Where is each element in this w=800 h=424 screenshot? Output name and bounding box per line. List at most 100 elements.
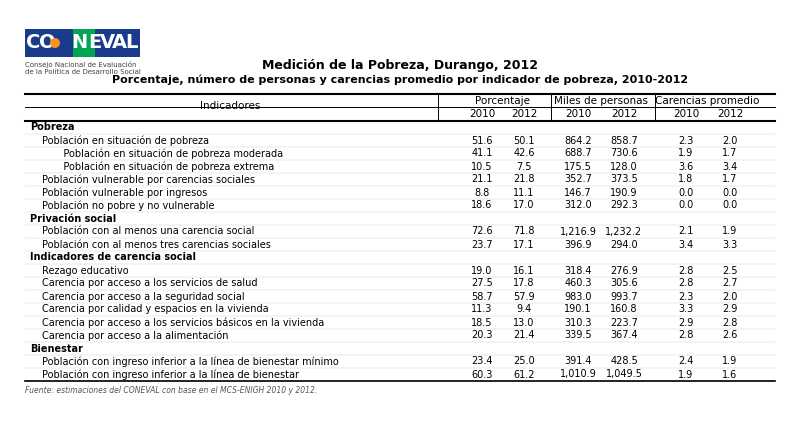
Text: Población en situación de pobreza extrema: Población en situación de pobreza extrem… [54,161,274,172]
Text: 11.1: 11.1 [514,187,534,198]
Text: 27.5: 27.5 [471,279,493,288]
Text: 1,216.9: 1,216.9 [559,226,597,237]
Text: 1,010.9: 1,010.9 [560,369,596,379]
Text: Consejo Nacional de Evaluación: Consejo Nacional de Evaluación [25,61,137,68]
Text: 0.0: 0.0 [678,201,694,210]
Text: C: C [26,33,40,53]
Text: 1.9: 1.9 [678,369,694,379]
Text: 858.7: 858.7 [610,136,638,145]
Text: 2.5: 2.5 [722,265,738,276]
Text: 2010: 2010 [673,109,699,119]
Text: 190.1: 190.1 [564,304,592,315]
Text: 688.7: 688.7 [564,148,592,159]
Text: 71.8: 71.8 [514,226,534,237]
Text: 128.0: 128.0 [610,162,638,171]
Text: 305.6: 305.6 [610,279,638,288]
Text: O: O [38,33,55,53]
Text: 3.6: 3.6 [678,162,694,171]
Text: 2.3: 2.3 [678,292,694,301]
Text: 21.4: 21.4 [514,330,534,340]
Text: Población vulnerable por carencias sociales: Población vulnerable por carencias socia… [42,174,255,185]
Text: 1.9: 1.9 [678,148,694,159]
Text: Población con ingreso inferior a la línea de bienestar: Población con ingreso inferior a la líne… [42,369,299,380]
Text: 42.6: 42.6 [514,148,534,159]
Text: Población en situación de pobreza moderada: Población en situación de pobreza modera… [54,148,283,159]
Text: Población con al menos tres carencias sociales: Población con al menos tres carencias so… [42,240,271,249]
Text: 2012: 2012 [611,109,637,119]
Text: 17.8: 17.8 [514,279,534,288]
Text: 983.0: 983.0 [564,292,592,301]
Text: 391.4: 391.4 [564,357,592,366]
Text: Bienestar: Bienestar [30,343,83,354]
Text: Indicadores de carencia social: Indicadores de carencia social [30,253,196,262]
Text: Porcentaje: Porcentaje [475,96,530,106]
Text: 175.5: 175.5 [564,162,592,171]
Text: V: V [99,33,114,53]
Text: Indicadores: Indicadores [200,101,260,111]
Text: 223.7: 223.7 [610,318,638,327]
Text: Carencia por acceso a los servicios de salud: Carencia por acceso a los servicios de s… [42,279,258,288]
Text: 1.7: 1.7 [722,148,738,159]
Text: 51.6: 51.6 [471,136,493,145]
Text: 0.0: 0.0 [722,201,738,210]
Text: Porcentaje, número de personas y carencias promedio por indicador de pobreza, 20: Porcentaje, número de personas y carenci… [112,75,688,85]
Text: 60.3: 60.3 [471,369,493,379]
Text: 318.4: 318.4 [564,265,592,276]
Text: 21.1: 21.1 [471,175,493,184]
Text: 18.6: 18.6 [471,201,493,210]
Text: 310.3: 310.3 [564,318,592,327]
Text: 2.9: 2.9 [722,304,738,315]
Text: 19.0: 19.0 [471,265,493,276]
Text: 72.6: 72.6 [471,226,493,237]
Text: 61.2: 61.2 [514,369,534,379]
Text: Carencia por acceso a la alimentación: Carencia por acceso a la alimentación [42,330,229,341]
Text: 16.1: 16.1 [514,265,534,276]
Text: 373.5: 373.5 [610,175,638,184]
Text: 2012: 2012 [511,109,537,119]
Text: 3.3: 3.3 [722,240,738,249]
Text: 160.8: 160.8 [610,304,638,315]
Text: Carencia por calidad y espacios en la vivienda: Carencia por calidad y espacios en la vi… [42,304,269,315]
Text: 11.3: 11.3 [471,304,493,315]
Text: 2.4: 2.4 [678,357,694,366]
Text: 20.3: 20.3 [471,330,493,340]
Text: 312.0: 312.0 [564,201,592,210]
Text: 1,049.5: 1,049.5 [606,369,642,379]
Text: Carencia por acceso a los servicios básicos en la vivienda: Carencia por acceso a los servicios bási… [42,317,324,328]
Text: 58.7: 58.7 [471,292,493,301]
Text: 730.6: 730.6 [610,148,638,159]
Text: 146.7: 146.7 [564,187,592,198]
Text: 1,232.2: 1,232.2 [606,226,642,237]
Text: 10.5: 10.5 [471,162,493,171]
Text: Población vulnerable por ingresos: Población vulnerable por ingresos [42,187,207,198]
Bar [25,29,140,57]
Text: Rezago educativo: Rezago educativo [42,265,129,276]
Text: Población en situación de pobreza: Población en situación de pobreza [42,135,209,146]
Text: 13.0: 13.0 [514,318,534,327]
Text: 17.1: 17.1 [514,240,534,249]
Text: 352.7: 352.7 [564,175,592,184]
Text: 21.8: 21.8 [514,175,534,184]
Text: 993.7: 993.7 [610,292,638,301]
Text: L: L [125,33,137,53]
Text: 1.6: 1.6 [722,369,738,379]
Text: 3.4: 3.4 [722,162,738,171]
Text: 8.8: 8.8 [474,187,490,198]
Text: 0.0: 0.0 [678,187,694,198]
Text: 50.1: 50.1 [514,136,534,145]
Text: 276.9: 276.9 [610,265,638,276]
Text: 294.0: 294.0 [610,240,638,249]
Text: Población con al menos una carencia social: Población con al menos una carencia soci… [42,226,254,237]
Text: Carencias promedio: Carencias promedio [655,96,760,106]
Text: Miles de personas: Miles de personas [554,96,648,106]
Text: 428.5: 428.5 [610,357,638,366]
Text: 3.4: 3.4 [678,240,694,249]
Text: E: E [88,33,102,53]
Text: 3.3: 3.3 [678,304,694,315]
Text: 339.5: 339.5 [564,330,592,340]
Text: 0.0: 0.0 [722,187,738,198]
Text: 2.8: 2.8 [678,330,694,340]
Text: Pobreza: Pobreza [30,123,74,132]
Text: 2.0: 2.0 [722,136,738,145]
Text: 7.5: 7.5 [516,162,532,171]
